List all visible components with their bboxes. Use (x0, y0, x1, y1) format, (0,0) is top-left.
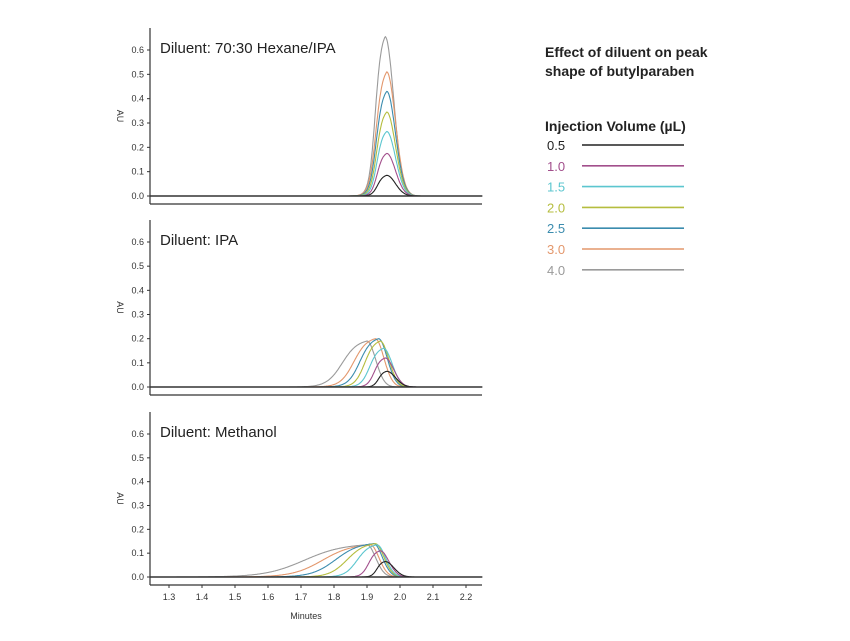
title-line-2: shape of butylparaben (545, 63, 694, 79)
title-line-1: Effect of diluent on peak (545, 44, 708, 60)
panel-title: Diluent: Methanol (160, 424, 277, 441)
x-tick-label: 1.4 (196, 592, 209, 602)
y-tick-label: 0.5 (131, 261, 144, 271)
series-line-0.5 (149, 370, 483, 388)
y-tick-label: 0.3 (131, 501, 144, 511)
x-tick-label: 1.7 (295, 592, 308, 602)
y-axis-label: AU (115, 110, 125, 123)
y-tick-label: 0.6 (131, 45, 144, 55)
series-line-3.0 (149, 71, 483, 197)
legend-label: 2.5 (547, 221, 565, 236)
y-tick-label: 0.4 (131, 285, 144, 295)
panel-title: Diluent: IPA (160, 232, 238, 249)
legend-label: 1.0 (547, 159, 565, 174)
x-tick-label: 1.8 (328, 592, 341, 602)
y-tick-label: 0.2 (131, 142, 144, 152)
series-line-4.0 (149, 35, 483, 197)
y-tick-label: 0.5 (131, 453, 144, 463)
series-line-3.0 (149, 338, 483, 388)
legend-label: 0.5 (547, 138, 565, 153)
series-line-2.5 (149, 543, 483, 578)
y-tick-label: 0.4 (131, 477, 144, 487)
panel-title: Diluent: 70:30 Hexane/IPA (160, 40, 336, 57)
x-tick-label: 1.3 (163, 592, 176, 602)
y-tick-label: 0.2 (131, 524, 144, 534)
x-tick-label: 2.2 (460, 592, 473, 602)
panel-3: 0.0 0.1 0.2 0.3 0.4 0.5 0.6 AU Diluent: Methanol (115, 412, 483, 586)
y-tick-label: 0.2 (131, 334, 144, 344)
series-line-2.5 (149, 90, 483, 197)
x-tick-label: 1.6 (262, 592, 275, 602)
series-line-1.0 (149, 357, 483, 388)
y-tick-label: 0.5 (131, 69, 144, 79)
series-line-4.0 (149, 340, 483, 388)
x-tick-label: 1.9 (361, 592, 374, 602)
series-line-2.0 (149, 111, 483, 197)
panel-2: 0.0 0.1 0.2 0.3 0.4 0.5 0.6 AU Diluent: IPA (115, 220, 483, 396)
series-line-1.5 (149, 544, 483, 578)
legend-label: 3.0 (547, 242, 565, 257)
panel-1: 0.0 0.1 0.2 0.3 0.4 0.5 0.6 AU Diluent: 70:30 He… (115, 28, 483, 205)
y-tick-label: 0.3 (131, 118, 144, 128)
y-tick-label: 0.1 (131, 548, 144, 558)
series-line-1.5 (149, 130, 483, 197)
y-tick-label: 0.1 (131, 167, 144, 177)
legend-label: 1.5 (547, 180, 565, 195)
y-tick-label: 0.6 (131, 237, 144, 247)
legend-label: 2.0 (547, 200, 565, 215)
series-line-1.0 (149, 152, 483, 197)
y-axis-label: AU (115, 492, 125, 505)
legend-title: Injection Volume (µL) (545, 118, 686, 134)
y-axis-label: AU (115, 301, 125, 314)
x-axis-label: Minutes (290, 611, 322, 621)
x-tick-label: 2.1 (427, 592, 440, 602)
y-tick-label: 0.0 (131, 572, 144, 582)
legend-chart-title: Effect of diluent on peak shape of butylp… (545, 44, 708, 79)
legend-label: 4.0 (547, 263, 565, 278)
y-tick-label: 0.0 (131, 382, 144, 392)
series-line-2.0 (149, 340, 483, 388)
x-tick-label: 2.0 (394, 592, 407, 602)
y-tick-label: 0.6 (131, 429, 144, 439)
series-line-0.5 (149, 174, 483, 197)
series-line-4.0 (149, 544, 483, 578)
x-tick-label: 1.5 (229, 592, 242, 602)
y-tick-label: 0.1 (131, 358, 144, 368)
series-line-3.0 (149, 544, 483, 578)
y-tick-label: 0.3 (131, 310, 144, 320)
series-line-2.5 (149, 338, 483, 388)
y-tick-label: 0.0 (131, 191, 144, 201)
series-line-1.5 (149, 347, 483, 388)
y-tick-label: 0.4 (131, 94, 144, 104)
